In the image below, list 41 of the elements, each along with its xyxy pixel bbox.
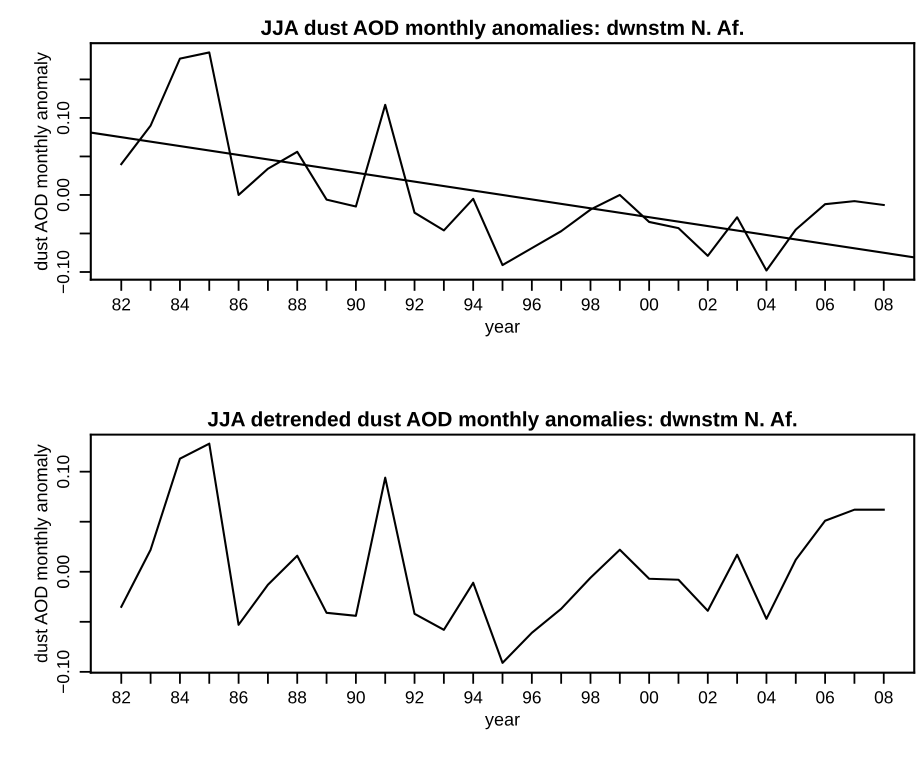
y-tick-label: −0.10 bbox=[57, 250, 70, 294]
x-tick-label: 06 bbox=[816, 298, 834, 311]
x-tick-label: 92 bbox=[406, 298, 424, 311]
x-tick-label: 94 bbox=[464, 691, 482, 704]
x-tick-label: 84 bbox=[171, 298, 190, 311]
x-tick-label: 90 bbox=[347, 298, 365, 311]
x-tick-label: 08 bbox=[874, 691, 893, 704]
y-axis-title: dust AOD monthly anomaly bbox=[34, 52, 51, 270]
x-tick-label: 92 bbox=[406, 691, 424, 704]
x-axis-title: year bbox=[485, 322, 520, 336]
x-tick-label: 84 bbox=[171, 691, 190, 704]
x-tick-label: 82 bbox=[112, 691, 130, 704]
x-tick-label: 96 bbox=[523, 691, 541, 704]
x-tick-label: 00 bbox=[640, 298, 658, 311]
x-tick-label: 00 bbox=[640, 691, 658, 704]
x-tick-label: 06 bbox=[816, 691, 834, 704]
y-axis-title: dust AOD monthly anomaly bbox=[34, 444, 51, 662]
x-tick-label: 98 bbox=[582, 691, 600, 704]
x-tick-label: 02 bbox=[698, 298, 717, 311]
x-tick-label: 98 bbox=[582, 298, 600, 311]
x-tick-label: 04 bbox=[757, 691, 776, 704]
x-tick-label: 82 bbox=[112, 298, 130, 311]
x-tick-label: 86 bbox=[230, 691, 248, 704]
chart-title: JJA dust AOD monthly anomalies: dwnstm N. Af. bbox=[260, 20, 744, 40]
y-tick-label: 0.10 bbox=[57, 102, 70, 134]
x-tick-label: 86 bbox=[230, 298, 248, 311]
line-series bbox=[120, 442, 885, 664]
x-tick-label: 88 bbox=[288, 298, 306, 311]
x-tick-label: 88 bbox=[288, 691, 306, 704]
x-tick-label: 04 bbox=[757, 298, 776, 311]
x-tick-label: 96 bbox=[523, 298, 541, 311]
y-tick-label: 0.10 bbox=[57, 455, 70, 488]
y-tick-label: −0.10 bbox=[57, 650, 70, 693]
y-tick-label: 0.00 bbox=[57, 556, 70, 588]
y-tick-label: 0.00 bbox=[57, 178, 70, 212]
x-tick-label: 02 bbox=[698, 691, 717, 704]
x-axis-title: year bbox=[485, 716, 520, 730]
x-tick-label: 08 bbox=[874, 298, 893, 311]
x-tick-label: 90 bbox=[347, 691, 365, 704]
chart-title: JJA detrended dust AOD monthly anomalies: dwnstm N. Af. bbox=[208, 411, 796, 431]
x-tick-label: 94 bbox=[464, 298, 482, 311]
